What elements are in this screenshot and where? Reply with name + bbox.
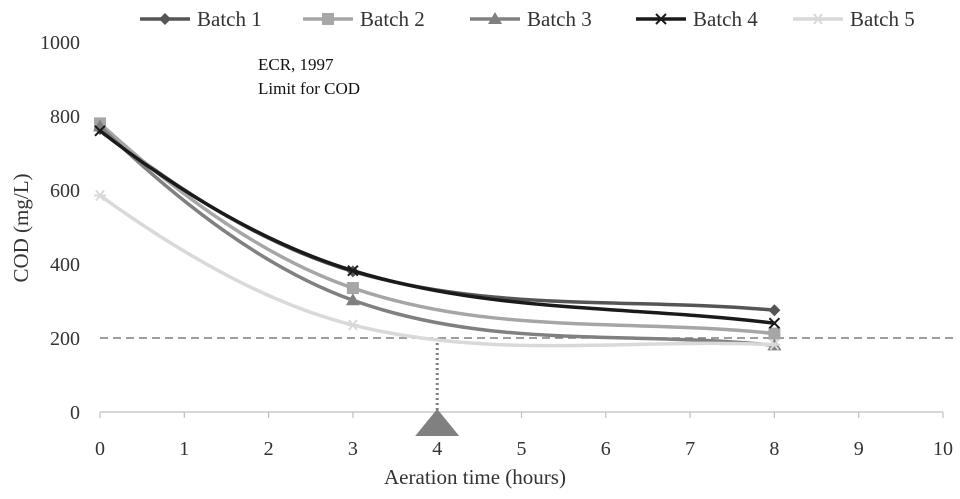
- y-tick-label: 400: [50, 254, 80, 276]
- batch-2-point: [346, 282, 359, 295]
- y-tick-label: 1000: [40, 32, 80, 54]
- batch-1-point: [768, 304, 781, 317]
- x-tick-label: 4: [432, 438, 442, 460]
- batch-4-line: [98, 129, 777, 325]
- x-tick-label: 1: [179, 438, 189, 460]
- y-tick-label: 0: [70, 402, 80, 424]
- batch-1-line: [98, 127, 777, 312]
- batch-1-legend-label: Batch 1: [197, 7, 262, 31]
- x-tick-label: 3: [348, 438, 358, 460]
- x-tick-label: 7: [685, 438, 695, 460]
- axes: 0 1 2 3 4 5 6 7 8 9 10 0 200 400 600 800 1000: [40, 32, 953, 460]
- batch-5-legend-marker: [812, 13, 824, 25]
- x-tick-label: 9: [854, 438, 864, 460]
- x-tick-label: 10: [933, 438, 953, 460]
- x-axis-title: Aeration time (hours): [384, 465, 566, 489]
- annotation-line-2: Limit for COD: [258, 79, 360, 98]
- legend: Batch 1 Batch 2 Batch 3 Batch 4 Batch 5: [140, 7, 915, 31]
- batch-2-line: [98, 121, 777, 336]
- batch-3-legend-label: Batch 3: [527, 7, 592, 31]
- x-tick-label: 2: [264, 438, 274, 460]
- batch-4-legend-marker: [655, 13, 667, 25]
- batch-3-point: [345, 293, 360, 306]
- batch-5-legend-label: Batch 5: [850, 7, 915, 31]
- batch-2-legend-marker: [322, 13, 334, 25]
- reference-line-group: [100, 337, 957, 436]
- x-tick-label: 8: [769, 438, 779, 460]
- batch-4-point: [94, 125, 106, 137]
- x-tick-label: 6: [601, 438, 611, 460]
- batch-5-line: [98, 193, 777, 348]
- batch-4-legend-label: Batch 4: [693, 7, 758, 31]
- batch-2-legend-label: Batch 2: [360, 7, 425, 31]
- batch-5-point: [346, 319, 359, 331]
- batch-4-point: [347, 264, 359, 277]
- batch-5-point: [768, 339, 781, 351]
- y-axis-title: COD (mg/L): [9, 173, 33, 282]
- x-tick-label: 5: [517, 438, 527, 460]
- batch-3-line: [98, 124, 777, 348]
- batch-5-point: [94, 189, 106, 202]
- time-indicator-triangle: [415, 409, 460, 436]
- batch-3-legend-marker: [488, 12, 502, 24]
- batch-1-legend-marker: [159, 13, 171, 25]
- x-tick-label: 0: [95, 438, 105, 460]
- annotation-line-1: ECR, 1997: [258, 55, 334, 74]
- batch-4-point: [768, 317, 781, 329]
- y-tick-label: 800: [50, 106, 80, 128]
- y-tick-label: 600: [50, 180, 80, 202]
- series-group: [93, 117, 782, 351]
- batch-2-point: [768, 327, 781, 340]
- annotation-group: ECR, 1997 Limit for COD: [258, 55, 360, 98]
- y-tick-label: 200: [50, 328, 80, 350]
